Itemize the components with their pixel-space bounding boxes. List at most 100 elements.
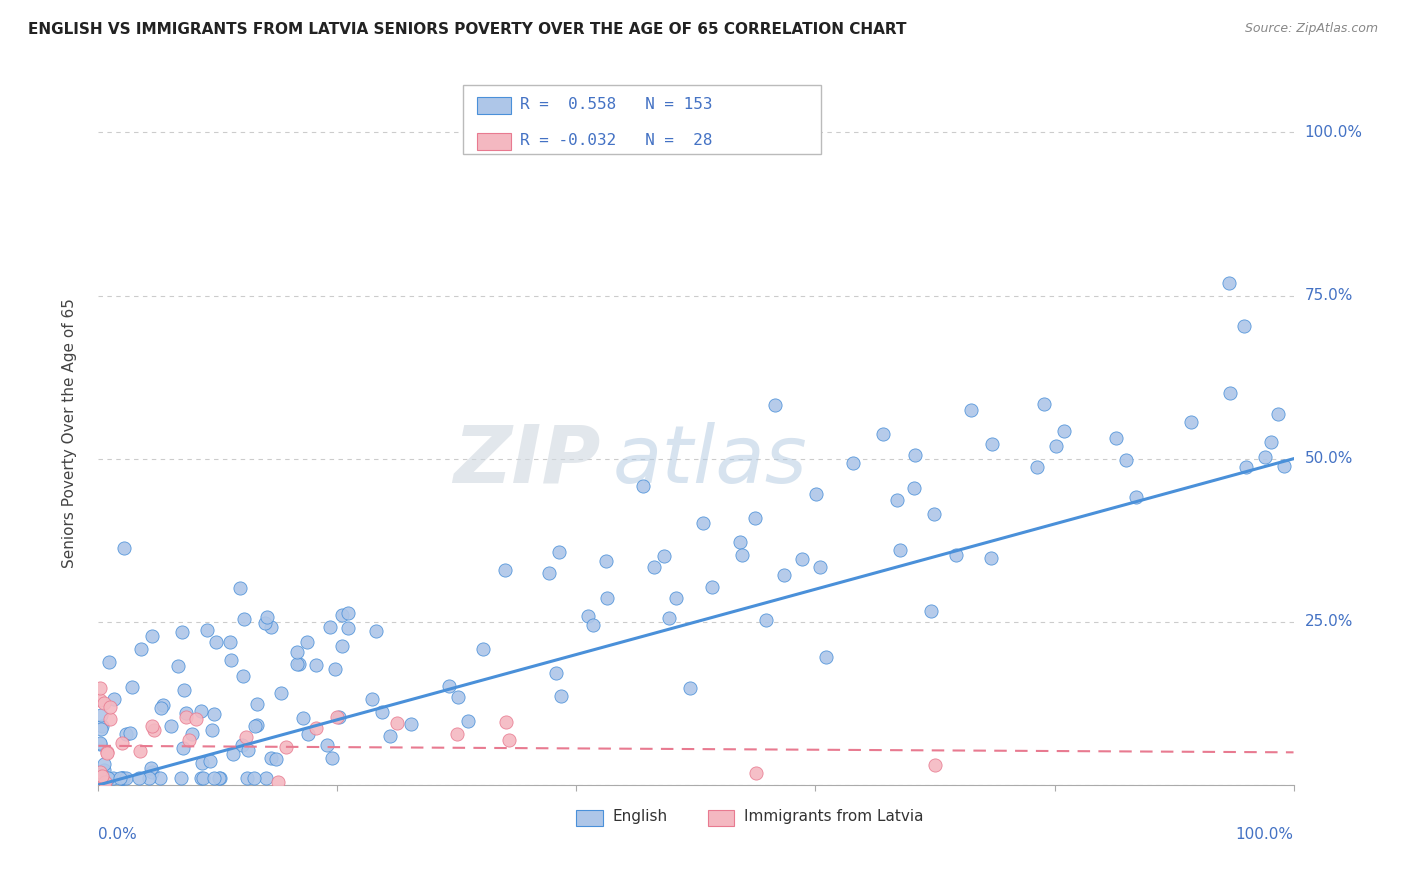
Point [231, 738, 253, 752]
Text: ENGLISH VS IMMIGRANTS FROM LATVIA SENIORS POVERTY OVER THE AGE OF 65 CORRELATION: ENGLISH VS IMMIGRANTS FROM LATVIA SENIOR… [28, 22, 907, 37]
Point [208, 772, 231, 786]
Point [254, 772, 277, 786]
Point [980, 551, 1002, 566]
FancyBboxPatch shape [463, 86, 821, 154]
FancyBboxPatch shape [477, 96, 510, 114]
Point [297, 727, 319, 741]
Point [336, 606, 359, 620]
Point [1033, 397, 1056, 411]
Point [128, 744, 150, 758]
Point [264, 752, 287, 766]
Point [91, 768, 114, 782]
Point [546, 666, 568, 681]
Point [111, 736, 134, 750]
Text: ZIP: ZIP [453, 422, 600, 500]
Point [96, 746, 118, 760]
Point [167, 659, 190, 673]
Point [236, 772, 259, 786]
Point [323, 662, 346, 676]
Point [96, 744, 118, 758]
Point [267, 774, 290, 789]
Point [1219, 386, 1241, 401]
Point [114, 727, 136, 741]
Point [98, 712, 121, 726]
Point [330, 608, 353, 623]
Point [254, 615, 277, 630]
Point [702, 580, 724, 594]
Point [138, 772, 160, 786]
Point [1053, 424, 1076, 438]
Point [202, 772, 225, 786]
Point [980, 437, 1002, 451]
Point [731, 548, 754, 562]
FancyBboxPatch shape [477, 133, 510, 150]
Point [745, 765, 768, 780]
Text: 100.0%: 100.0% [1236, 827, 1294, 842]
Point [118, 725, 141, 739]
Point [1272, 459, 1295, 474]
Point [121, 681, 143, 695]
Point [233, 612, 256, 626]
Point [93, 696, 115, 710]
Text: 75.0%: 75.0% [1305, 288, 1353, 303]
Point [90, 722, 112, 736]
Point [371, 705, 394, 719]
Point [229, 581, 252, 595]
Point [744, 511, 766, 525]
Point [336, 621, 359, 635]
Point [330, 639, 353, 653]
Point [110, 772, 132, 786]
Point [243, 772, 266, 786]
Text: 100.0%: 100.0% [1305, 125, 1362, 140]
Point [1234, 460, 1257, 475]
Point [446, 727, 468, 741]
Point [191, 772, 214, 786]
Point [89, 681, 111, 695]
Point [1115, 452, 1137, 467]
Point [111, 772, 134, 786]
Point [91, 719, 114, 733]
Point [872, 427, 894, 442]
Point [195, 623, 218, 637]
Point [200, 723, 222, 737]
Point [89, 738, 111, 752]
Point [288, 657, 311, 672]
Point [305, 658, 328, 673]
Point [90, 772, 112, 786]
Point [1254, 450, 1277, 465]
Point [236, 743, 259, 757]
Point [112, 541, 135, 555]
Text: R = -0.032   N =  28: R = -0.032 N = 28 [520, 133, 713, 148]
Point [1260, 434, 1282, 449]
Point [960, 403, 983, 417]
Point [190, 772, 212, 786]
Point [842, 456, 865, 470]
Point [114, 772, 136, 786]
Point [190, 756, 212, 770]
Point [1026, 459, 1049, 474]
Point [595, 554, 617, 568]
Point [804, 487, 827, 501]
Point [728, 535, 751, 549]
Point [321, 751, 343, 765]
Point [316, 739, 339, 753]
Point [274, 739, 297, 754]
Point [170, 625, 193, 640]
Point [198, 754, 221, 768]
FancyBboxPatch shape [709, 810, 734, 826]
Point [494, 564, 516, 578]
Point [808, 559, 831, 574]
Point [548, 545, 571, 559]
Point [814, 650, 837, 665]
Point [141, 629, 163, 643]
Point [243, 719, 266, 733]
Point [285, 645, 308, 659]
Point [202, 707, 225, 722]
Point [108, 772, 131, 786]
Point [141, 761, 163, 775]
Point [159, 719, 181, 733]
Point [246, 717, 269, 731]
Point [97, 772, 120, 786]
Point [232, 669, 254, 683]
Point [260, 751, 283, 765]
